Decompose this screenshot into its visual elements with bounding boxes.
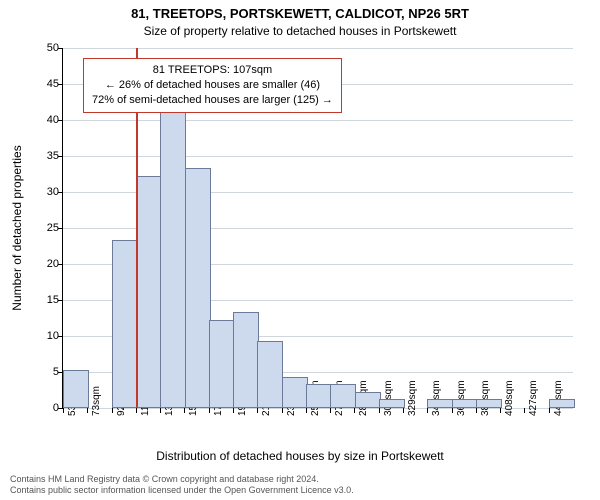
y-tick-label: 35	[29, 150, 59, 162]
x-tick-mark	[136, 408, 137, 413]
x-tick-mark	[160, 408, 161, 413]
histogram-bar	[160, 111, 186, 408]
x-tick-mark	[524, 408, 525, 413]
x-tick-mark	[112, 408, 113, 413]
footer-line2: Contains public sector information licen…	[10, 485, 590, 496]
x-tick-mark	[500, 408, 501, 413]
y-tick-label: 0	[29, 402, 59, 414]
x-tick-mark	[257, 408, 258, 413]
y-tick-label: 10	[29, 330, 59, 342]
x-tick-mark	[427, 408, 428, 413]
footer-line1: Contains HM Land Registry data © Crown c…	[10, 474, 590, 485]
x-tick-mark	[63, 408, 64, 413]
y-tick-label: 50	[29, 42, 59, 54]
annotation-line: 72% of semi-detached houses are larger (…	[92, 93, 333, 108]
histogram-bar	[136, 176, 162, 408]
histogram-bar	[282, 377, 308, 408]
x-tick-mark	[379, 408, 380, 413]
y-tick-label: 25	[29, 222, 59, 234]
title-main: 81, TREETOPS, PORTSKEWETT, CALDICOT, NP2…	[0, 6, 600, 21]
y-tick-label: 15	[29, 294, 59, 306]
plot-area: 0510152025303540455053sqm73sqm92sqm112sq…	[62, 48, 573, 409]
x-tick-mark	[184, 408, 185, 413]
plot: 0510152025303540455053sqm73sqm92sqm112sq…	[62, 48, 572, 408]
histogram-bar	[233, 312, 259, 408]
x-tick-mark	[452, 408, 453, 413]
x-tick-mark	[403, 408, 404, 413]
x-tick-mark	[233, 408, 234, 413]
x-tick-mark	[354, 408, 355, 413]
x-tick-mark	[549, 408, 550, 413]
y-tick-label: 5	[29, 366, 59, 378]
annotation-line: 81 TREETOPS: 107sqm	[92, 63, 333, 78]
y-axis-label: Number of detached properties	[10, 145, 24, 310]
histogram-bar	[112, 240, 138, 408]
histogram-bar	[257, 341, 283, 408]
grid-line	[63, 48, 573, 49]
grid-line	[63, 156, 573, 157]
y-tick-label: 30	[29, 186, 59, 198]
y-tick-label: 40	[29, 114, 59, 126]
x-tick-mark	[87, 408, 88, 413]
x-axis-label: Distribution of detached houses by size …	[0, 449, 600, 463]
grid-line	[63, 120, 573, 121]
y-tick-label: 20	[29, 258, 59, 270]
histogram-bar	[355, 392, 381, 408]
x-tick-mark	[209, 408, 210, 413]
histogram-bar	[306, 384, 332, 408]
x-tick-label: 329sqm	[407, 380, 418, 416]
x-tick-mark	[330, 408, 331, 413]
histogram-bar	[209, 320, 235, 408]
histogram-bar	[185, 168, 211, 408]
x-tick-label: 73sqm	[91, 386, 102, 416]
histogram-bar	[452, 399, 478, 408]
histogram-bar	[549, 399, 575, 408]
x-tick-mark	[476, 408, 477, 413]
x-tick-label: 408sqm	[504, 380, 515, 416]
title-sub: Size of property relative to detached ho…	[0, 24, 600, 38]
x-tick-label: 427sqm	[528, 380, 539, 416]
chart-container: 81, TREETOPS, PORTSKEWETT, CALDICOT, NP2…	[0, 0, 600, 500]
histogram-bar	[476, 399, 502, 408]
histogram-bar	[63, 370, 89, 408]
annotation-box: 81 TREETOPS: 107sqm← 26% of detached hou…	[83, 58, 342, 113]
histogram-bar	[427, 399, 453, 408]
y-tick-label: 45	[29, 78, 59, 90]
x-tick-mark	[282, 408, 283, 413]
annotation-line: ← 26% of detached houses are smaller (46…	[92, 78, 333, 93]
footer: Contains HM Land Registry data © Crown c…	[10, 474, 590, 497]
histogram-bar	[330, 384, 356, 408]
histogram-bar	[379, 399, 405, 408]
x-tick-mark	[306, 408, 307, 413]
